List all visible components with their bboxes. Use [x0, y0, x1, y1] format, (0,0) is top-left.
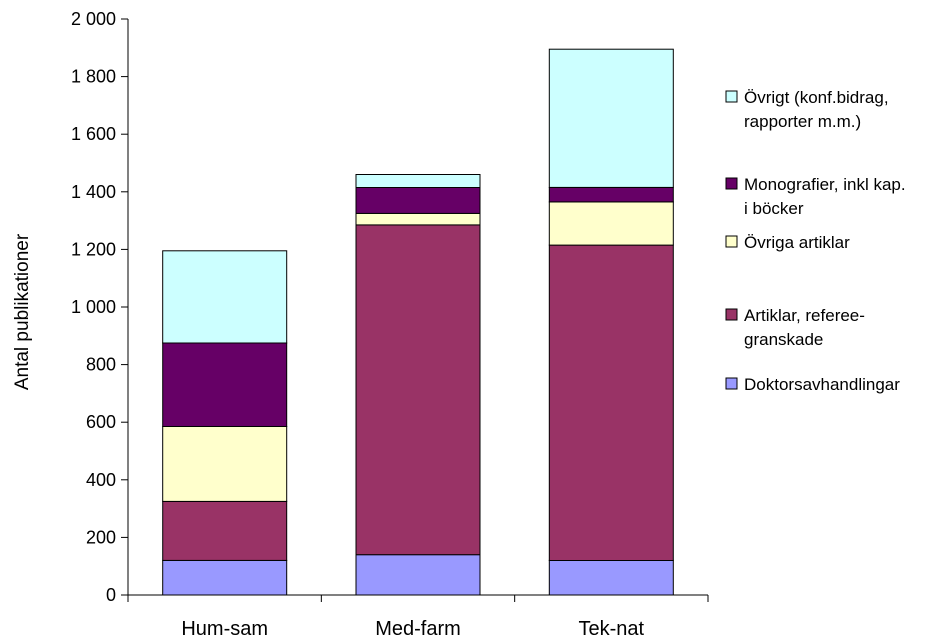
legend-swatch: [725, 177, 738, 190]
legend-label: granskade: [744, 330, 823, 349]
bar-segment: [548, 559, 674, 596]
y-tick-label: 1 400: [71, 182, 116, 202]
x-tick-label: Med-farm: [375, 618, 461, 640]
y-tick-label: 400: [86, 470, 116, 490]
bar-segment: [355, 224, 481, 556]
y-tick-label: 1 600: [71, 124, 116, 144]
bar-segment: [162, 559, 288, 596]
bar-segment: [548, 187, 674, 203]
y-tick-label: 200: [86, 527, 116, 547]
legend-swatch: [725, 377, 738, 390]
y-tick-label: 1 000: [71, 297, 116, 317]
bar-segment: [355, 212, 481, 226]
bar-segment: [162, 250, 288, 344]
bar-segment: [355, 554, 481, 596]
legend-label: Övriga artiklar: [744, 233, 850, 252]
legend-label: Övrigt (konf.bidrag,: [744, 88, 889, 107]
bars-group: [162, 48, 674, 596]
y-tick-label: 600: [86, 412, 116, 432]
legend-label: Monografier, inkl kap.: [744, 175, 906, 194]
legend-swatch: [725, 235, 738, 248]
legend-label: Doktorsavhandlingar: [744, 375, 900, 394]
bar-segment: [548, 48, 674, 188]
x-tick-label: Hum-sam: [181, 618, 268, 640]
y-axis-label: Antal publikationer: [12, 233, 33, 390]
bar-segment: [548, 244, 674, 561]
legend: Övrigt (konf.bidrag, rapporter m.m.) Monog…: [725, 88, 906, 394]
legend-label: Artiklar, referee-: [744, 306, 865, 325]
bar-segment: [162, 426, 288, 502]
y-tick-label: 1 800: [71, 67, 116, 87]
bar-segment: [162, 500, 288, 561]
bar-segment: [355, 174, 481, 188]
bar-segment: [355, 187, 481, 214]
legend-swatch: [725, 90, 738, 103]
legend-label: i böcker: [744, 199, 804, 218]
legend-swatch: [725, 308, 738, 321]
legend-label: rapporter m.m.): [744, 112, 861, 131]
y-tick-label: 2 000: [71, 9, 116, 29]
bar-segment: [162, 342, 288, 427]
axes-group: Hum-sam Med-farm Tek-nat 0 200 400 600 800 1 000…: [71, 9, 709, 640]
y-tick-label: 0: [106, 585, 116, 605]
y-tick-label: 800: [86, 355, 116, 375]
x-tick-label: Tek-nat: [579, 618, 645, 640]
bar-segment: [548, 201, 674, 246]
y-tick-label: 1 200: [71, 239, 116, 259]
